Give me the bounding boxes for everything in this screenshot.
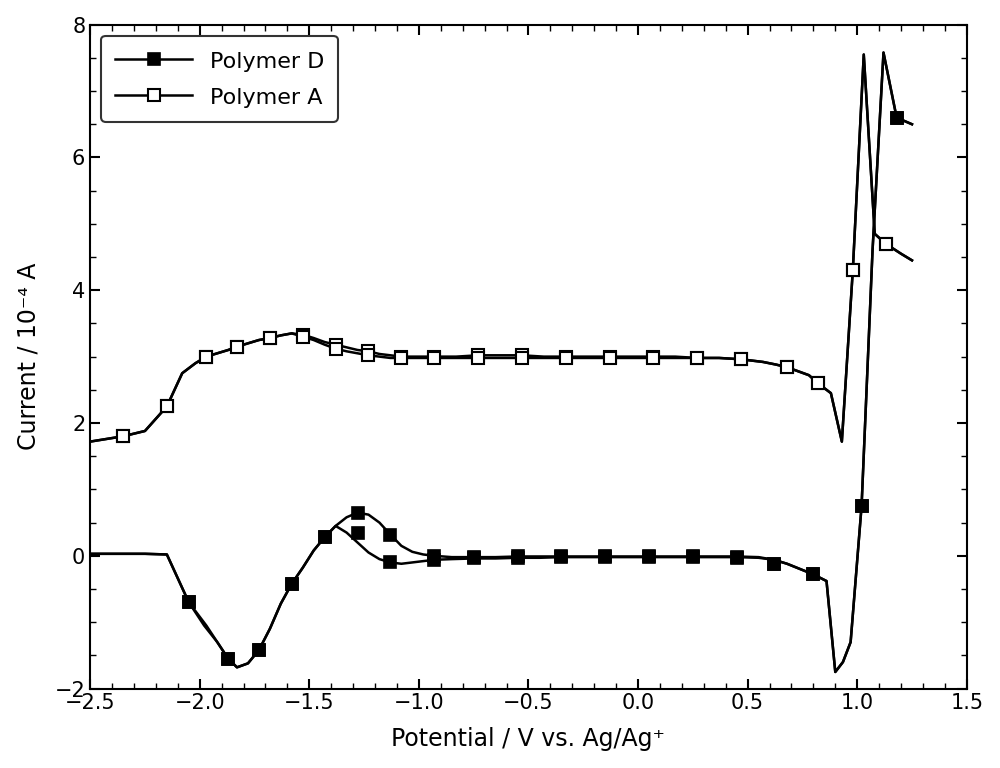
Line: Polymer A: Polymer A xyxy=(117,237,892,442)
Polymer D xyxy=(222,654,234,664)
Polymer D xyxy=(286,579,298,588)
Polymer D xyxy=(183,598,195,607)
Polymer A xyxy=(161,402,173,411)
Polymer A xyxy=(264,333,276,343)
Polymer A xyxy=(647,352,659,361)
Polymer A xyxy=(117,432,129,441)
Polymer A xyxy=(735,355,747,364)
Polymer A xyxy=(297,330,309,339)
Polymer A xyxy=(604,352,616,361)
Polymer A xyxy=(428,352,440,361)
Polymer A xyxy=(560,352,572,361)
Polymer A xyxy=(395,352,407,361)
Polymer A xyxy=(691,353,703,362)
Polymer A xyxy=(812,379,824,388)
Polymer D xyxy=(319,532,331,541)
Polymer D xyxy=(555,552,567,561)
Polymer A xyxy=(880,239,892,248)
Polymer A xyxy=(472,351,484,360)
Line: Polymer D: Polymer D xyxy=(183,111,903,665)
Polymer A xyxy=(330,340,342,349)
Polymer D xyxy=(428,551,440,561)
Polymer A xyxy=(516,351,528,360)
Polymer D xyxy=(512,552,524,561)
Polymer A xyxy=(200,352,212,361)
Polymer D xyxy=(687,552,699,561)
Legend: Polymer D, Polymer A: Polymer D, Polymer A xyxy=(101,36,338,121)
Polymer D xyxy=(856,502,868,511)
Polymer D xyxy=(891,113,903,122)
X-axis label: Potential / V vs. Ag/Ag⁺: Potential / V vs. Ag/Ag⁺ xyxy=(391,727,665,751)
Polymer D xyxy=(599,552,611,561)
Polymer D xyxy=(807,570,819,579)
Polymer D xyxy=(468,552,480,561)
Y-axis label: Current / 10⁻⁴ A: Current / 10⁻⁴ A xyxy=(17,263,41,450)
Polymer D xyxy=(384,530,396,539)
Polymer D xyxy=(643,552,655,561)
Polymer D xyxy=(731,552,743,561)
Polymer A xyxy=(362,346,374,356)
Polymer D xyxy=(768,559,780,568)
Polymer D xyxy=(352,508,364,518)
Polymer A xyxy=(847,266,859,275)
Polymer D xyxy=(253,645,265,654)
Polymer A xyxy=(781,362,793,372)
Polymer A xyxy=(231,342,243,351)
